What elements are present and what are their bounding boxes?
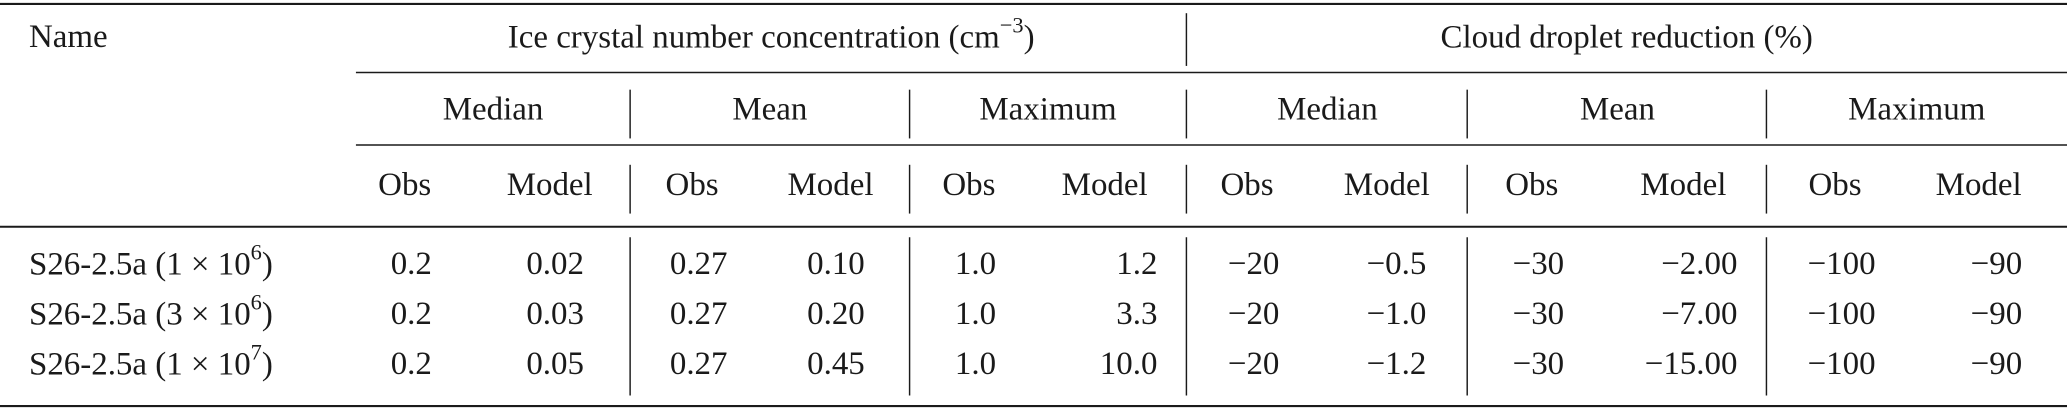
- cell: −20: [1228, 296, 1280, 332]
- cell: 0.20: [807, 296, 865, 332]
- cell: 0.10: [807, 246, 865, 282]
- cell: −7.00: [1661, 296, 1737, 332]
- text-part: ): [1024, 19, 1035, 55]
- cell: 0.03: [526, 296, 584, 332]
- text-part: S26-2.5a (1 × 10: [29, 246, 251, 282]
- cell: −15.00: [1645, 346, 1738, 382]
- cell: −100: [1808, 296, 1876, 332]
- column-header: Model: [507, 167, 593, 203]
- column-header: Model: [1640, 167, 1726, 203]
- cell: 1.0: [955, 246, 996, 282]
- cell: 0.27: [670, 296, 728, 332]
- cell: 10.0: [1100, 346, 1158, 382]
- cell: 0.27: [670, 346, 728, 382]
- stat-header: Maximum: [979, 92, 1117, 128]
- column-header: Model: [787, 167, 873, 203]
- cell: 0.45: [807, 346, 865, 382]
- cell: −90: [1971, 246, 2023, 282]
- group-title: Ice crystal number concentration (cm−3): [508, 13, 1035, 55]
- superscript: −3: [1000, 13, 1024, 38]
- cell: −90: [1971, 296, 2023, 332]
- cell: −1.0: [1367, 296, 1427, 332]
- cell: 0.2: [391, 346, 432, 382]
- stat-header: Maximum: [1848, 92, 1986, 128]
- text-part: ): [262, 296, 273, 332]
- column-header: Obs: [1221, 167, 1274, 203]
- stat-header: Mean: [1580, 92, 1655, 128]
- text-part: ): [262, 246, 273, 282]
- cell: −30: [1513, 346, 1565, 382]
- text-part: Cloud droplet reduction (%): [1441, 19, 1813, 55]
- cell: −90: [1971, 346, 2023, 382]
- cell: −30: [1513, 296, 1565, 332]
- superscript: 6: [251, 240, 262, 265]
- stat-header: Median: [1277, 92, 1378, 128]
- superscript: 6: [251, 290, 262, 315]
- cell: −30: [1513, 246, 1565, 282]
- cell: 1.0: [955, 296, 996, 332]
- cell: 0.05: [526, 346, 584, 382]
- column-header: Obs: [1505, 167, 1558, 203]
- stat-header: Mean: [732, 92, 807, 128]
- name-header: Name: [29, 19, 108, 55]
- column-header: Model: [1344, 167, 1430, 203]
- column-header: Model: [1936, 167, 2022, 203]
- column-header: Model: [1062, 167, 1148, 203]
- text-part: S26-2.5a (3 × 10: [29, 296, 251, 332]
- cell: 0.27: [670, 246, 728, 282]
- column-header: Obs: [666, 167, 719, 203]
- column-header: Obs: [1808, 167, 1861, 203]
- column-header: Obs: [942, 167, 995, 203]
- cell: 1.2: [1116, 246, 1157, 282]
- cell: −1.2: [1367, 346, 1427, 382]
- cell: 1.0: [955, 346, 996, 382]
- cell: −20: [1228, 246, 1280, 282]
- cell: −0.5: [1367, 246, 1427, 282]
- row-name: S26-2.5a (1 × 107): [29, 340, 273, 382]
- cell: −20: [1228, 346, 1280, 382]
- cell: 0.2: [391, 296, 432, 332]
- text-part: ): [262, 346, 273, 382]
- row-name: S26-2.5a (1 × 106): [29, 240, 273, 282]
- group-title: Cloud droplet reduction (%): [1441, 19, 1813, 55]
- cell: −100: [1808, 246, 1876, 282]
- column-header: Obs: [378, 167, 431, 203]
- superscript: 7: [251, 340, 262, 365]
- cell: 3.3: [1116, 296, 1157, 332]
- cell: 0.02: [526, 246, 584, 282]
- text-part: Ice crystal number concentration (cm: [508, 19, 1000, 55]
- cell: −2.00: [1661, 246, 1737, 282]
- row-name: S26-2.5a (3 × 106): [29, 290, 273, 332]
- text-part: S26-2.5a (1 × 10: [29, 346, 251, 382]
- cell: 0.2: [391, 246, 432, 282]
- cell: −100: [1808, 346, 1876, 382]
- stat-header: Median: [443, 92, 544, 128]
